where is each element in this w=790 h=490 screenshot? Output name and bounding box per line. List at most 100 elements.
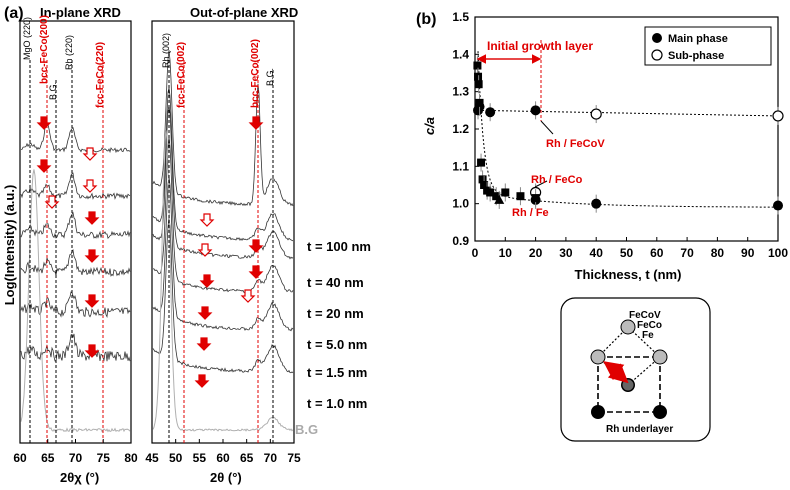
annotation-rh-fecov: Rh / FeCoV bbox=[546, 138, 605, 150]
x-tick-label: 70 bbox=[69, 451, 83, 465]
y-tick-label: 1.3 bbox=[452, 85, 469, 99]
data-point-fe bbox=[492, 192, 501, 201]
data-point-fe bbox=[486, 188, 495, 197]
in-plane-background-trace bbox=[20, 169, 131, 433]
peak-label-bg-right: B.G. bbox=[265, 68, 275, 86]
feco-v-pointer bbox=[540, 120, 554, 135]
out-of-plane-x-ticks: 45 50 55 60 65 70 75 bbox=[145, 439, 301, 465]
peak-arrow-filled bbox=[196, 337, 212, 351]
data-point-fe bbox=[473, 61, 482, 70]
in-plane-trace bbox=[20, 248, 131, 277]
out-of-plane-traces bbox=[152, 50, 294, 432]
peak-label-bg-left: B.G. bbox=[48, 82, 58, 100]
peak-arrow-filled bbox=[197, 306, 213, 320]
panel-a-label: (a) bbox=[4, 5, 24, 22]
rh-atom bbox=[653, 405, 667, 419]
in-plane-trace bbox=[20, 172, 131, 200]
in-plane-trace bbox=[20, 291, 131, 319]
in-plane-trace bbox=[20, 333, 131, 362]
x-tick-label: 100 bbox=[768, 246, 788, 260]
legend-main-label: Main phase bbox=[668, 33, 728, 45]
thickness-label-1-0: t = 1.0 nm bbox=[307, 396, 367, 411]
feco-atom-top bbox=[620, 319, 636, 335]
in-plane-traces bbox=[20, 123, 131, 433]
legend-sub-label: Sub-phase bbox=[668, 50, 724, 62]
x-tick-label: 90 bbox=[741, 246, 755, 260]
peak-arrows bbox=[36, 116, 264, 388]
feco-pointer bbox=[534, 180, 548, 188]
peak-arrow-filled bbox=[194, 374, 210, 388]
data-point-fe bbox=[516, 192, 525, 201]
peak-label-rh-002: Rh (002) bbox=[161, 33, 171, 68]
x-tick-label: 75 bbox=[97, 451, 111, 465]
data-point-triangle bbox=[494, 194, 505, 204]
peak-arrow-filled bbox=[84, 249, 100, 263]
peak-arrow-filled bbox=[84, 294, 100, 308]
peak-arrow-filled bbox=[199, 274, 215, 288]
legend-main-marker bbox=[652, 33, 662, 43]
peak-label-bcc-feco-002: bcc-FeCo(002) bbox=[250, 39, 261, 108]
x-tick-label: 50 bbox=[169, 451, 183, 465]
x-tick-label: 45 bbox=[145, 451, 159, 465]
x-tick-label: 40 bbox=[590, 246, 604, 260]
peak-label-fcc-feco-220: fcc-FeCo(220) bbox=[95, 42, 106, 108]
out-of-plane-title: Out-of-plane XRD bbox=[190, 5, 298, 20]
out-of-plane-x-label: 2θ (°) bbox=[210, 470, 242, 485]
data-point-fe bbox=[475, 98, 484, 107]
peak-arrow-open bbox=[44, 195, 60, 209]
out-of-plane-trace bbox=[152, 87, 294, 242]
label-feco: FeCo bbox=[637, 320, 662, 331]
annotation-rh-feco: Rh / FeCo bbox=[531, 174, 583, 186]
chart-fit-lines bbox=[477, 51, 779, 208]
chart-y-label: c/a bbox=[422, 117, 437, 135]
thickness-label-1-5: t = 1.5 nm bbox=[307, 365, 367, 380]
chart-axes: 0 10 20 30 40 50 60 70 80 90 100 0.9 1.0 1.1 1.2 1.3 1.4… bbox=[452, 10, 788, 260]
x-tick-label: 55 bbox=[193, 451, 207, 465]
x-tick-label: 70 bbox=[264, 451, 278, 465]
data-point-fe bbox=[474, 80, 483, 89]
y-axis-label: Log(Intensity) (a.u.) bbox=[2, 185, 17, 306]
out-of-plane-background-trace bbox=[152, 130, 294, 432]
chart-data-points bbox=[473, 56, 784, 215]
x-tick-label: 75 bbox=[287, 451, 301, 465]
growth-label: Initial growth layer bbox=[487, 39, 593, 53]
data-point-main bbox=[530, 105, 541, 116]
peak-arrow-filled bbox=[248, 239, 264, 253]
peak-arrow-open bbox=[197, 243, 213, 257]
feco-atom-center bbox=[621, 378, 635, 392]
in-plane-x-label: 2θχ (°) bbox=[60, 470, 99, 485]
thickness-label-100: t = 100 nm bbox=[307, 239, 371, 254]
x-tick-label: 80 bbox=[711, 246, 725, 260]
data-point-main bbox=[773, 200, 783, 211]
out-of-plane-trace bbox=[152, 137, 294, 293]
x-tick-label: 60 bbox=[216, 451, 230, 465]
data-point-fe bbox=[474, 72, 483, 81]
top-edge bbox=[597, 326, 629, 358]
legend-sub-marker bbox=[651, 49, 663, 61]
peak-arrow-filled bbox=[36, 159, 52, 173]
y-tick-label: 0.9 bbox=[452, 234, 469, 248]
x-tick-label: 80 bbox=[124, 451, 138, 465]
thickness-label-40: t = 40 nm bbox=[307, 275, 364, 290]
out-of-plane-trace bbox=[152, 50, 294, 207]
peak-arrow-open bbox=[240, 289, 256, 303]
x-tick-label: 60 bbox=[13, 451, 27, 465]
x-tick-label: 65 bbox=[41, 451, 55, 465]
peak-label-bcc-feco-200: bcc-FeCo(200) bbox=[39, 15, 50, 84]
thickness-label-20: t = 20 nm bbox=[307, 306, 364, 321]
legend-box bbox=[644, 26, 772, 66]
peak-arrow-filled bbox=[248, 265, 264, 279]
x-tick-label: 0 bbox=[472, 246, 479, 260]
thickness-label-5: t = 5.0 nm bbox=[307, 337, 367, 352]
data-point-sub bbox=[772, 110, 784, 122]
displacement-arrow bbox=[607, 363, 629, 384]
in-plane-trace bbox=[20, 211, 131, 240]
bg-label: B.G bbox=[295, 422, 318, 437]
out-of-plane-trace bbox=[152, 106, 294, 260]
x-tick-label: 65 bbox=[240, 451, 254, 465]
y-tick-label: 1.4 bbox=[452, 47, 469, 61]
data-point-fe bbox=[501, 188, 510, 197]
annotation-rh-fe: Rh / Fe bbox=[512, 207, 549, 219]
peak-label-rh-220: Rh (220) bbox=[64, 35, 74, 70]
